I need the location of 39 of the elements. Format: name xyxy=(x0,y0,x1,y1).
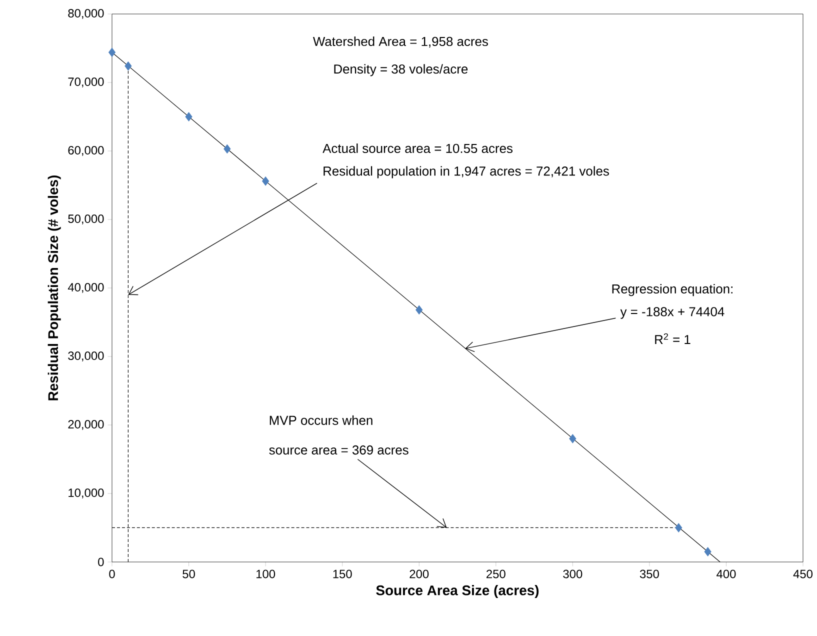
annotation: Actual source area = 10.55 acres xyxy=(322,143,513,153)
y-axis-title: Residual Population Size (# voles) xyxy=(48,176,61,400)
y-tick-label: 0 xyxy=(98,558,104,566)
x-tick-label: 150 xyxy=(333,570,352,578)
x-tick-label: 400 xyxy=(716,570,736,578)
point xyxy=(704,547,712,556)
x-tick-label: 350 xyxy=(640,570,659,578)
y-tick-label: 20,000 xyxy=(68,420,104,430)
annotation: y = -188x + 74404 xyxy=(620,307,724,319)
y-tick-label: 50,000 xyxy=(68,214,104,224)
x-tick-label: 0 xyxy=(109,570,115,578)
x-tick-label: 200 xyxy=(410,570,429,578)
point xyxy=(108,48,116,58)
x-tick-label: 250 xyxy=(486,570,506,578)
x-tick-label: 50 xyxy=(182,570,195,578)
y-tick-label: 10,000 xyxy=(68,488,104,498)
x-tick-label: 450 xyxy=(793,570,813,578)
point xyxy=(569,434,576,444)
annotation: Residual population in 1,947 acres = 72,421 voles xyxy=(324,166,609,178)
y-tick-label: 30,000 xyxy=(68,352,104,362)
point xyxy=(185,112,192,122)
point xyxy=(675,523,682,532)
x-tick-label: 300 xyxy=(563,570,582,578)
point xyxy=(124,61,132,71)
point xyxy=(224,144,231,154)
annotation: Density = 38 voles/acre xyxy=(334,64,468,76)
y-tick-label: 80,000 xyxy=(68,9,104,19)
point xyxy=(416,305,423,315)
y-tick-label: 70,000 xyxy=(68,78,104,88)
y-tick-label: 40,000 xyxy=(68,283,104,293)
point xyxy=(262,176,270,186)
x-axis-title: Source Area Size (acres) xyxy=(376,585,539,598)
x-tick-label: 100 xyxy=(256,570,276,578)
annotation: Regression equation: xyxy=(612,284,732,296)
annotation: MVP occurs when xyxy=(270,415,372,425)
annotation: R$^{2}$ = 1 xyxy=(655,333,690,344)
annotation: source area = 369 acres xyxy=(269,445,408,455)
annotation: Watershed Area = 1,958 acres xyxy=(312,36,488,48)
y-tick-label: 60,000 xyxy=(68,146,104,156)
